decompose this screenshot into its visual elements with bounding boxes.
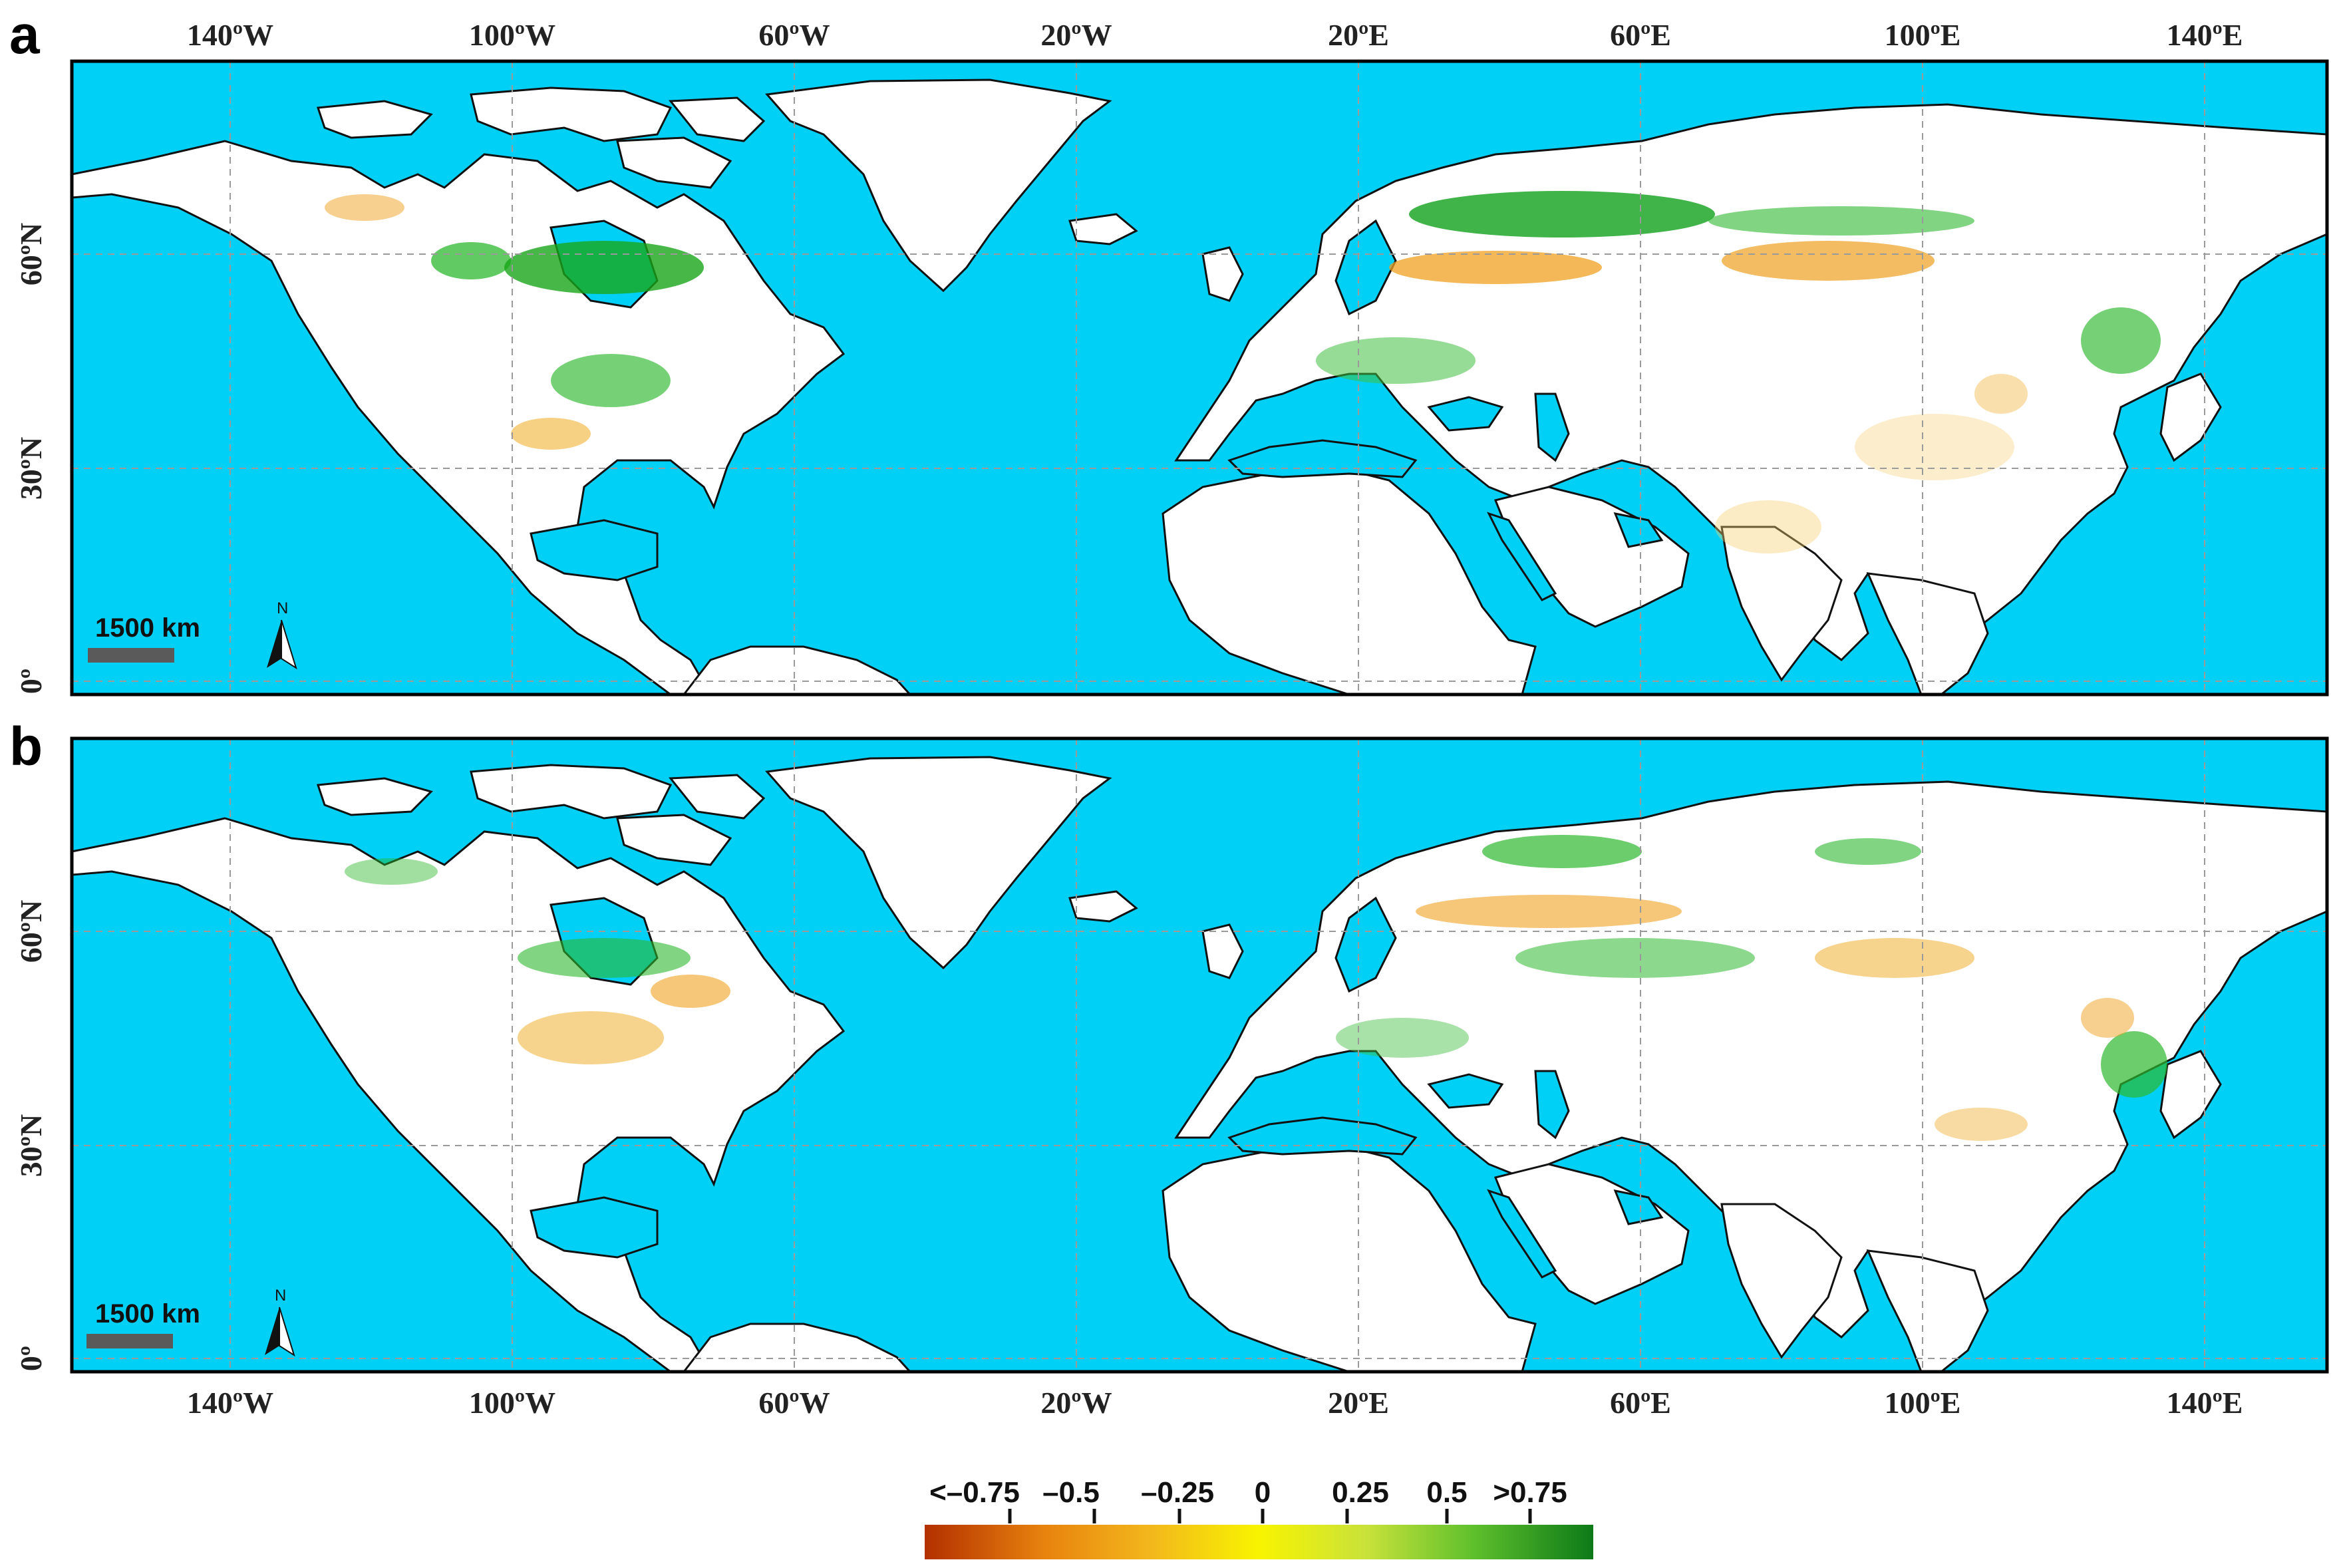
map-border-b [70,736,2329,1374]
lon-label: 100ºW [469,18,555,52]
legend-label: 0.5 [1426,1476,1467,1509]
map-frame-a: 1500 km N [71,61,2328,696]
svg-text:N: N [277,599,288,617]
lon-label: 140ºE [2167,18,2243,52]
legend-label: –0.25 [1141,1476,1214,1509]
lat-label: 0º [14,1346,48,1371]
lat-label: 30ºN [14,437,48,500]
lon-label: 140ºW [187,18,273,52]
scalebar-a [88,648,174,663]
north-arrow-icon: N [267,599,297,670]
legend-colorbar [925,1525,1593,1559]
legend-label: >0.75 [1493,1476,1567,1509]
legend-label: –0.5 [1042,1476,1100,1509]
lon-label: 140ºW [187,1386,273,1420]
legend-labels: <–0.75 –0.5 –0.25 0 0.25 0.5 >0.75 [929,1476,1567,1509]
change-patches-b [345,835,2167,1141]
scalebar-label-a: 1500 km [95,613,200,643]
lon-label: 20ºW [1040,18,1112,52]
lat-label: 30ºN [14,1114,48,1177]
graticule-b [72,738,2327,1372]
lon-label: 100ºE [1885,1386,1961,1420]
map-frame-b: 1500 km N [71,738,2328,1373]
lat-label: 60ºN [14,900,48,963]
lon-label: 60ºW [758,18,830,52]
lon-label: 20ºW [1040,1386,1112,1420]
map-panel-a: a [9,5,2329,697]
graticule-a [72,61,2327,695]
panel-letter-b: b [9,716,43,777]
lat-labels-b: 60ºN 30ºN 0º [14,900,48,1371]
lat-label: 60ºN [14,223,48,285]
lon-label: 20ºE [1328,18,1389,52]
legend-label: 0.25 [1332,1476,1389,1509]
scalebar-b [86,1334,173,1348]
color-legend: <–0.75 –0.5 –0.25 0 0.25 0.5 >0.75 [925,1476,1593,1559]
map-panel-b: b [9,716,2329,1420]
legend-ticks [1008,1509,1532,1523]
lat-labels-a: 60ºN 30ºN 0º [14,223,48,694]
lon-label: 140ºE [2167,1386,2243,1420]
scalebar-label-b: 1500 km [95,1299,200,1329]
lon-label: 20ºE [1328,1386,1389,1420]
lon-label: 100ºE [1885,18,1961,52]
map-border-a [70,59,2329,697]
legend-label: 0 [1255,1476,1271,1509]
lat-label: 0º [14,669,48,694]
lon-labels-bottom: 140ºW 100ºW 60ºW 20ºW 20ºE 60ºE 100ºE 14… [187,1386,2243,1420]
lon-label: 60ºE [1610,18,1671,52]
legend-label: <–0.75 [929,1476,1020,1509]
north-arrow-icon: N [265,1287,295,1357]
lon-label: 100ºW [469,1386,555,1420]
lon-label: 60ºE [1610,1386,1671,1420]
lon-label: 60ºW [758,1386,830,1420]
svg-text:N: N [275,1287,286,1305]
lon-labels-top: 140ºW 100ºW 60ºW 20ºW 20ºE 60ºE 100ºE 14… [187,18,2243,52]
panel-letter-a: a [9,5,41,65]
